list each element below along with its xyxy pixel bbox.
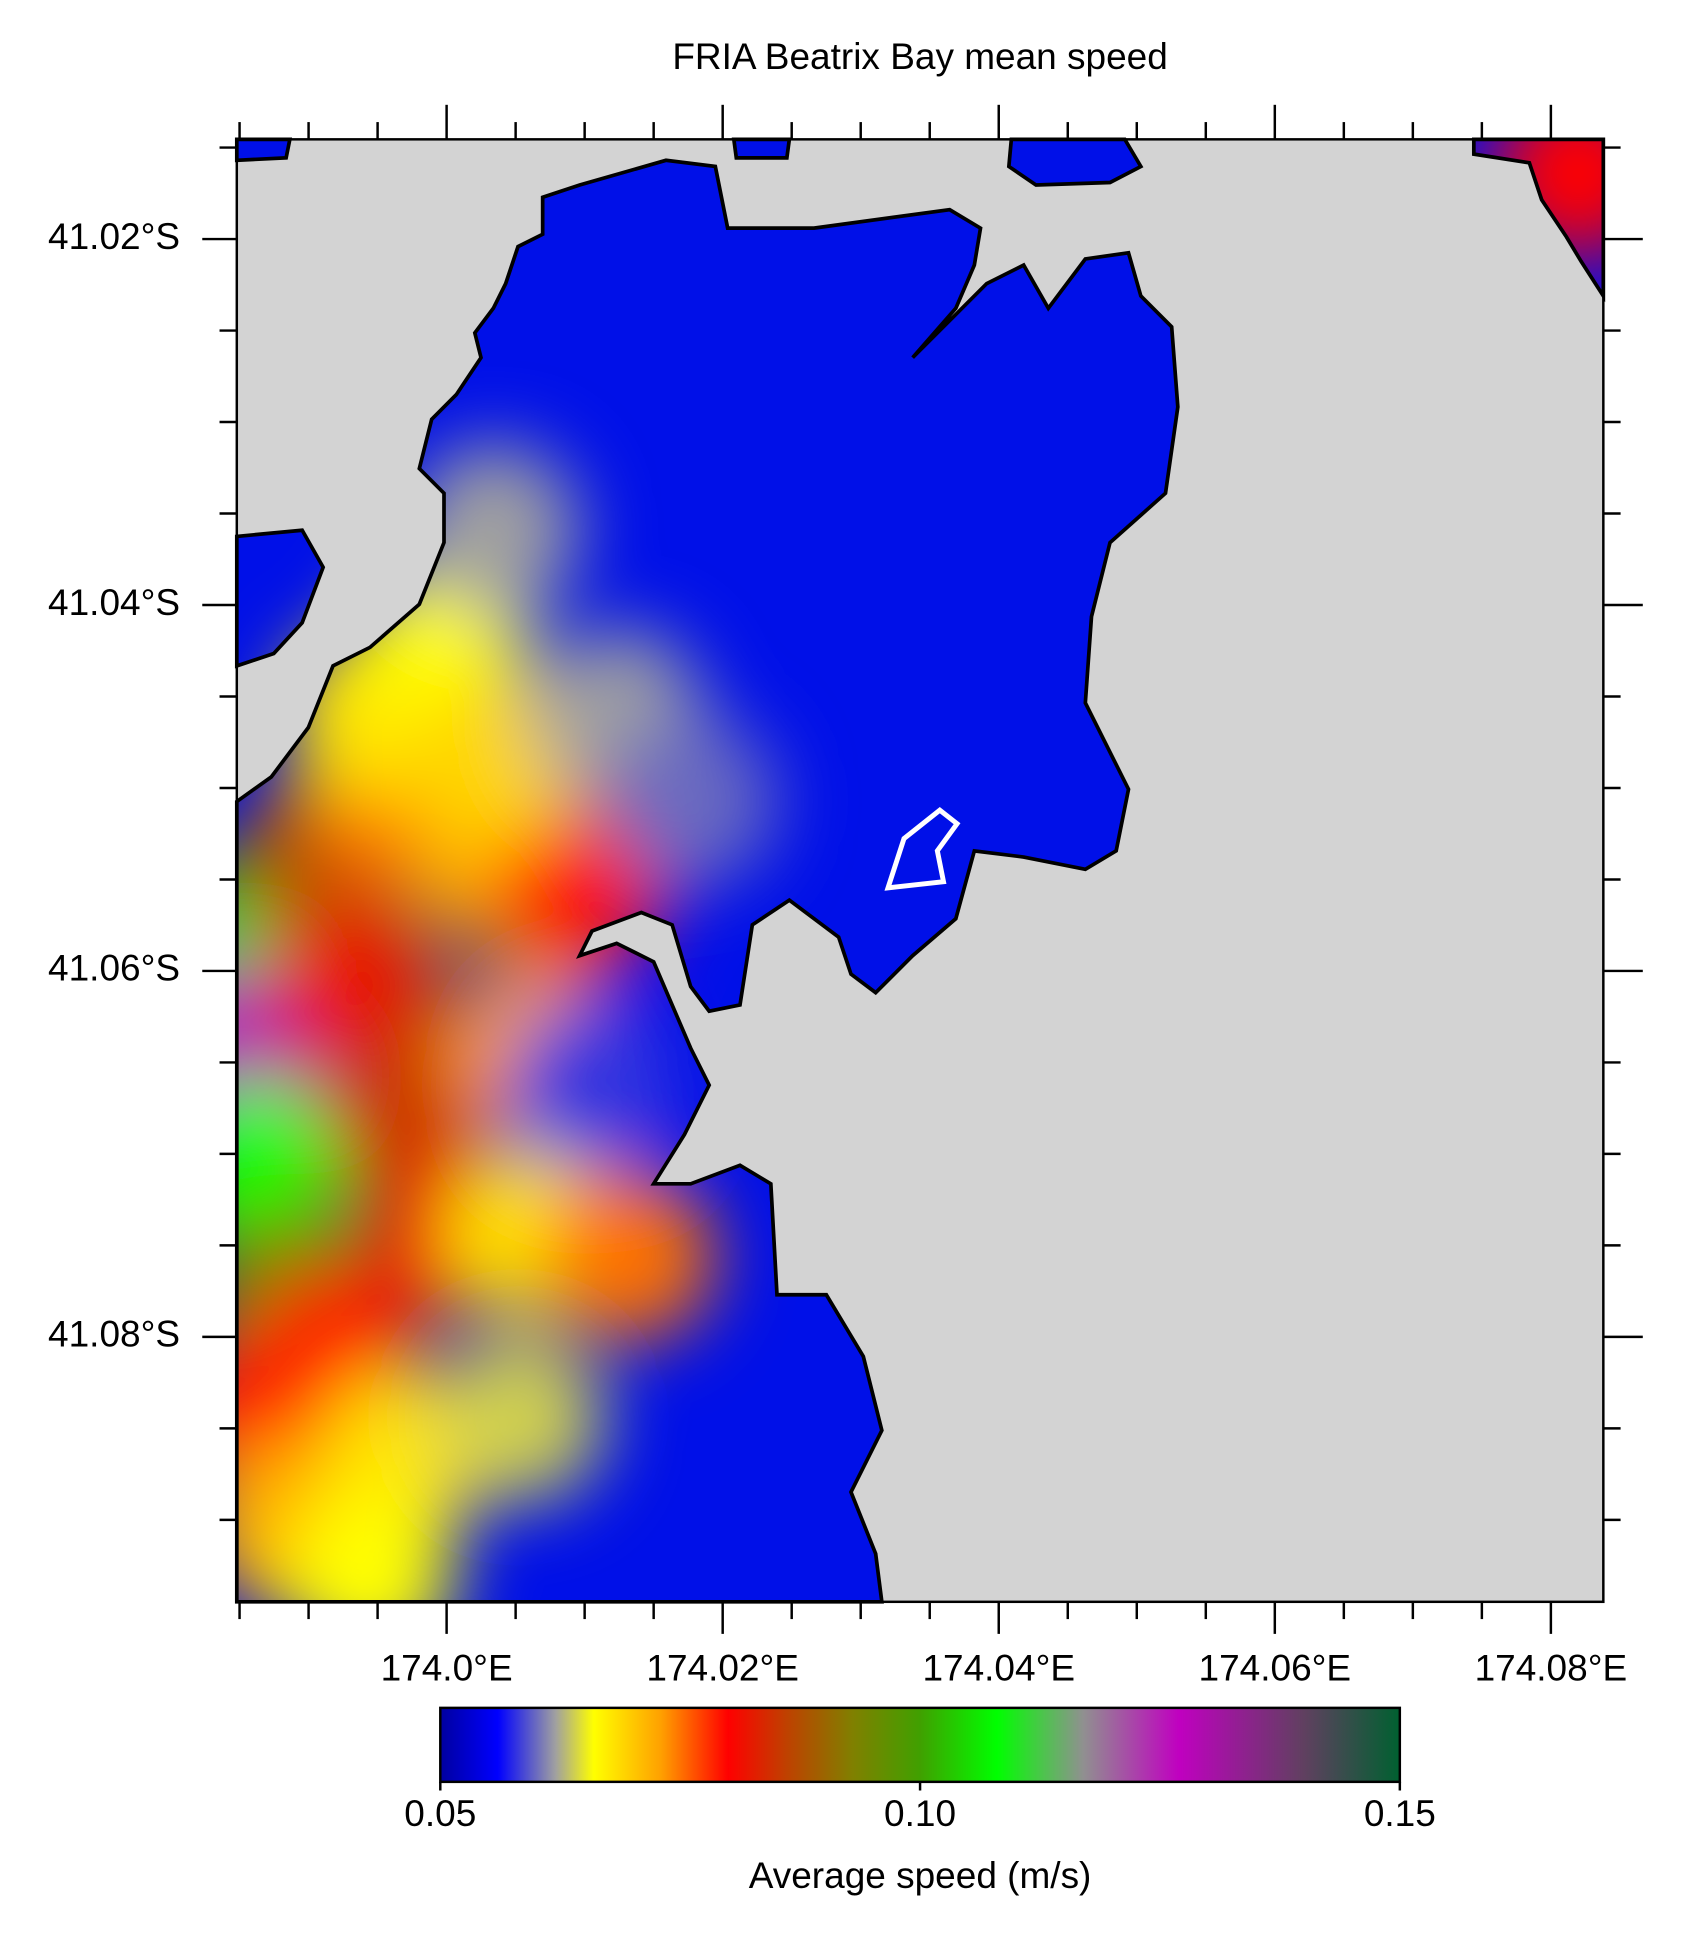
x-tick-label: 174.08°E <box>1475 1648 1628 1689</box>
colorbar-tick-label: 0.10 <box>884 1793 956 1834</box>
speed-sample <box>505 998 678 1171</box>
speed-sample <box>542 1170 716 1343</box>
colorbar-tick-label: 0.15 <box>1364 1793 1436 1834</box>
x-tick-label: 174.06°E <box>1199 1648 1352 1689</box>
speed-sample <box>282 1490 456 1602</box>
y-tick-label: 41.06°S <box>48 948 180 989</box>
colorbar <box>439 1706 1402 1784</box>
speed-field <box>236 139 1604 1602</box>
farm-boundary <box>884 807 961 891</box>
plot-frame <box>235 138 1605 1604</box>
axes: 174.0°E 174.02°E 174.04°E 174.06°E 174.08°E 4… <box>48 104 1643 1689</box>
x-tick-label: 174.04°E <box>922 1648 1075 1689</box>
x-tick-label: 174.02°E <box>646 1648 799 1689</box>
speed-sample <box>432 1331 605 1504</box>
speed-sample <box>407 443 580 617</box>
y-tick-label: 41.04°S <box>48 582 180 623</box>
speed-sample <box>604 714 778 888</box>
colorbar-label: Average speed (m/s) <box>749 1855 1092 1896</box>
x-tick-label: 174.0°E <box>381 1648 513 1689</box>
y-tick-label: 41.08°S <box>48 1314 180 1355</box>
y-tick-label: 41.02°S <box>48 216 180 257</box>
chart-title: FRIA Beatrix Bay mean speed <box>672 36 1167 77</box>
colorbar-tick-label: 0.05 <box>404 1793 476 1834</box>
